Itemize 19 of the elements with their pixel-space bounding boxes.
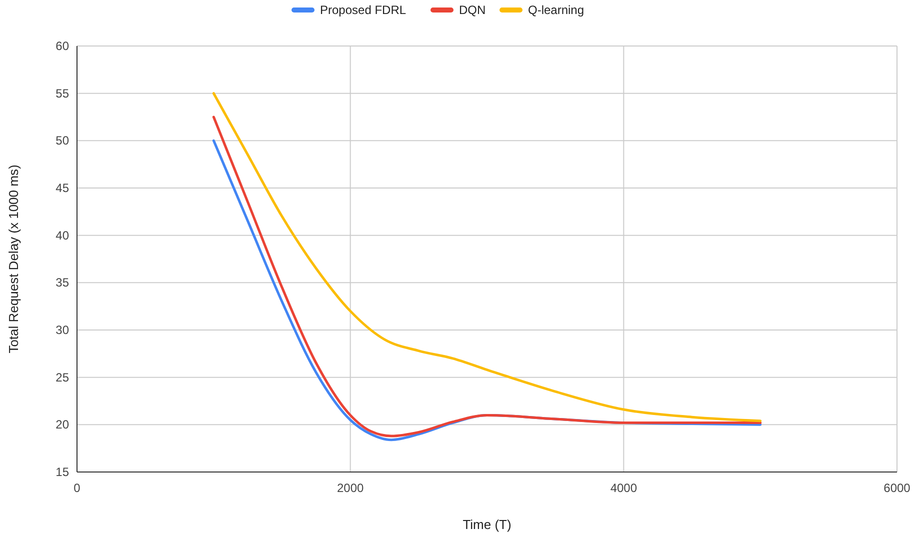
legend-label: DQN bbox=[459, 3, 486, 17]
y-tick-label: 30 bbox=[56, 323, 70, 337]
x-axis-title: Time (T) bbox=[462, 517, 512, 532]
y-tick-label: 20 bbox=[56, 418, 70, 432]
y-tick-label: 25 bbox=[56, 370, 70, 384]
y-tick-label: 60 bbox=[56, 39, 70, 53]
x-tick-label: 2000 bbox=[336, 481, 364, 495]
x-tick-label: 4000 bbox=[610, 481, 638, 495]
y-tick-label: 45 bbox=[56, 181, 70, 195]
x-tick-label: 6000 bbox=[884, 481, 911, 495]
x-tick-label: 0 bbox=[74, 481, 81, 495]
y-tick-label: 40 bbox=[56, 228, 70, 242]
legend-label: Proposed FDRL bbox=[320, 3, 406, 17]
y-axis-title: Total Request Delay (x 1000 ms) bbox=[6, 164, 21, 354]
y-tick-label: 15 bbox=[56, 465, 70, 479]
y-tick-label: 35 bbox=[56, 276, 70, 290]
y-tick-label: 50 bbox=[56, 134, 70, 148]
legend-label: Q-learning bbox=[528, 3, 584, 17]
y-tick-label: 55 bbox=[56, 86, 70, 100]
